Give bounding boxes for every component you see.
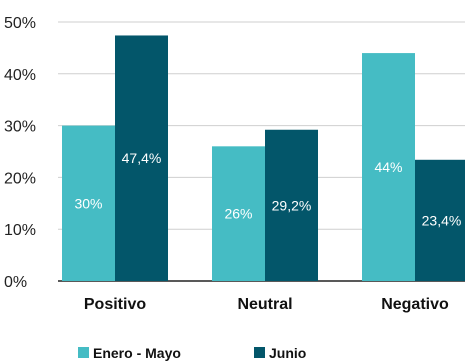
y-tick-label: 40% <box>4 67 36 84</box>
bar-positivo-2 <box>115 35 168 281</box>
category-label: Negativo <box>381 296 449 313</box>
legend-swatch <box>254 347 265 358</box>
data-label: 29,2% <box>272 197 312 213</box>
legend: Enero - Mayo Junio <box>78 345 306 361</box>
legend-label: Enero - Mayo <box>93 345 181 361</box>
data-label: 23,4% <box>422 212 462 228</box>
y-tick-label: 20% <box>4 170 36 187</box>
category-label: Positivo <box>84 296 146 313</box>
data-labels: 30% 47,4% 26% 29,2% 44% 23,4% <box>74 150 461 228</box>
legend-label: Junio <box>269 345 306 361</box>
bar-neutral-2 <box>265 129 318 281</box>
bar-positivo-1 <box>62 125 115 281</box>
y-tick-label: 30% <box>4 119 36 136</box>
category-label: Neutral <box>237 296 292 313</box>
data-label: 30% <box>74 195 102 211</box>
category-labels: Positivo Neutral Negativo <box>84 296 449 313</box>
legend-swatch <box>78 347 89 358</box>
y-tick-label: 0% <box>4 274 27 291</box>
bar-negativo-2 <box>415 159 465 281</box>
data-label: 44% <box>374 159 402 175</box>
bar-negativo-1 <box>362 53 415 281</box>
bar-neutral-1 <box>212 146 265 281</box>
y-tick-label: 10% <box>4 222 36 239</box>
y-tick-label: 50% <box>4 15 36 32</box>
data-label: 26% <box>224 206 252 222</box>
y-axis-ticks: 0% 10% 20% 30% 40% 50% <box>4 15 36 291</box>
data-label: 47,4% <box>122 150 162 166</box>
bars <box>62 35 465 281</box>
